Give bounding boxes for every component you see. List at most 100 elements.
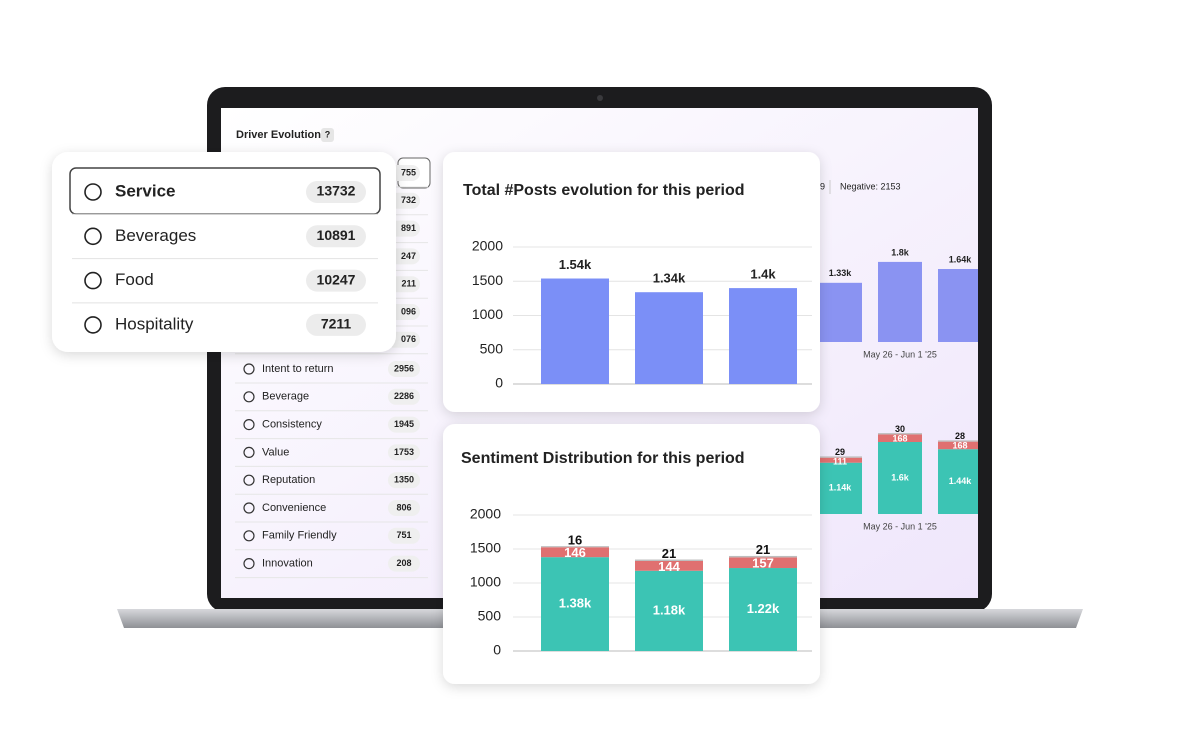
bar-segment bbox=[878, 433, 922, 435]
driver-name[interactable]: Innovation bbox=[262, 558, 313, 570]
driver-count: 2956 bbox=[394, 363, 414, 373]
driver-icon bbox=[243, 363, 255, 375]
driver-icon bbox=[243, 419, 255, 431]
section-title: Driver Evolution bbox=[236, 129, 321, 141]
driver-icon bbox=[84, 316, 102, 334]
y-tick-label: 1000 bbox=[470, 574, 501, 590]
bar-segment bbox=[541, 546, 609, 548]
card bbox=[443, 424, 820, 684]
driver-count: 10247 bbox=[317, 271, 356, 287]
driver-icon bbox=[243, 502, 255, 514]
count-pill bbox=[306, 181, 366, 203]
hidden-count: 732 bbox=[401, 195, 416, 205]
y-tick-label: 0 bbox=[495, 375, 503, 391]
value-label: 1.22k bbox=[747, 601, 780, 616]
help-badge bbox=[321, 128, 334, 142]
driver-count: 751 bbox=[396, 530, 411, 540]
driver-name[interactable]: Intent to return bbox=[262, 363, 334, 375]
card bbox=[443, 152, 820, 412]
help-icon[interactable]: ? bbox=[325, 129, 331, 139]
driver-count: 2286 bbox=[394, 391, 414, 401]
driver-icon bbox=[243, 474, 255, 486]
driver-icon bbox=[243, 530, 255, 542]
value-label: 157 bbox=[752, 555, 774, 570]
y-tick-label: 500 bbox=[478, 608, 502, 624]
sentiment-card: Sentiment Distribution for this period 0… bbox=[443, 424, 820, 684]
bar bbox=[635, 292, 703, 384]
x-axis-label: May 26 - Jun 1 '25 bbox=[863, 349, 937, 359]
value-label: 144 bbox=[658, 559, 680, 574]
hidden-count: 096 bbox=[401, 306, 416, 316]
count-pill bbox=[388, 444, 420, 461]
value-label: 111 bbox=[833, 457, 847, 467]
summary-fragment: 9 bbox=[820, 181, 825, 191]
count-pill bbox=[388, 361, 420, 377]
count-pill bbox=[388, 388, 420, 405]
negative-summary: Negative: 2153 bbox=[840, 181, 901, 191]
value-label: 1.18k bbox=[653, 602, 686, 617]
bar bbox=[818, 282, 862, 342]
driver-icon bbox=[84, 183, 102, 201]
hidden-count: 211 bbox=[401, 279, 416, 289]
driver-name[interactable]: Convenience bbox=[262, 502, 326, 514]
bar-segment bbox=[635, 559, 703, 561]
value-label: 1.14k bbox=[829, 483, 853, 493]
driver-popup: Service 13732 Beverages 10891 Food 10247 Hospi… bbox=[52, 152, 396, 352]
y-tick-label: 0 bbox=[493, 642, 501, 658]
driver-icon bbox=[243, 446, 255, 458]
count-pill bbox=[388, 555, 420, 572]
driver-name[interactable]: Food bbox=[115, 270, 154, 289]
bar-segment bbox=[541, 547, 609, 558]
count-pill bbox=[306, 225, 366, 248]
hidden-count: 076 bbox=[401, 334, 416, 344]
driver-name[interactable]: Beverage bbox=[262, 391, 309, 403]
driver-icon bbox=[84, 271, 102, 290]
bar-segment bbox=[541, 557, 609, 651]
driver-count: 10891 bbox=[317, 227, 356, 243]
driver-count: 1945 bbox=[394, 419, 414, 429]
bar-segment bbox=[729, 555, 797, 558]
bar-segment bbox=[818, 462, 862, 514]
count-pill bbox=[306, 313, 366, 336]
driver-name[interactable]: Consistency bbox=[262, 419, 322, 431]
bar-segment bbox=[878, 434, 922, 442]
driver-icon bbox=[84, 227, 102, 246]
value-label: 1.38k bbox=[559, 596, 592, 611]
count-pill bbox=[388, 527, 420, 544]
value-label: 29 bbox=[835, 447, 845, 457]
y-tick-label: 1500 bbox=[470, 540, 501, 556]
value-label: 1.34k bbox=[653, 271, 686, 286]
hidden-count: 755 bbox=[401, 167, 416, 177]
driver-icon bbox=[243, 557, 255, 570]
y-tick-label: 1500 bbox=[472, 272, 503, 288]
value-label: 1.33k bbox=[829, 268, 853, 278]
x-axis-label: May 26 - Jun 1 '25 bbox=[863, 521, 937, 531]
driver-name[interactable]: Hospitality bbox=[115, 314, 194, 333]
bar-segment bbox=[635, 570, 703, 651]
value-label: 16 bbox=[568, 532, 582, 547]
driver-name[interactable]: Reputation bbox=[262, 474, 315, 486]
y-tick-label: 1000 bbox=[472, 306, 503, 322]
value-label: 21 bbox=[756, 542, 770, 557]
y-tick-label: 2000 bbox=[470, 506, 501, 522]
count-pill bbox=[306, 269, 366, 292]
driver-name[interactable]: Beverages bbox=[115, 226, 196, 245]
value-label: 1.6k bbox=[891, 472, 910, 482]
driver-name[interactable]: Value bbox=[262, 446, 289, 458]
driver-count: 806 bbox=[396, 502, 411, 512]
y-tick-label: 2000 bbox=[472, 238, 503, 254]
bar-segment bbox=[878, 442, 922, 514]
hidden-count: 891 bbox=[401, 223, 416, 233]
driver-name[interactable]: Service bbox=[115, 181, 176, 200]
hidden-count: 247 bbox=[401, 251, 416, 261]
value-label: 168 bbox=[952, 441, 967, 451]
value-label: 1.64k bbox=[949, 254, 973, 264]
bar bbox=[938, 269, 978, 342]
driver-count: 7211 bbox=[321, 316, 352, 332]
chart-title: Sentiment Distribution for this period bbox=[461, 450, 745, 467]
bar-segment bbox=[938, 449, 978, 514]
driver-count: 13732 bbox=[317, 183, 356, 199]
bar-segment bbox=[938, 441, 978, 450]
driver-name[interactable]: Family Friendly bbox=[262, 530, 337, 542]
